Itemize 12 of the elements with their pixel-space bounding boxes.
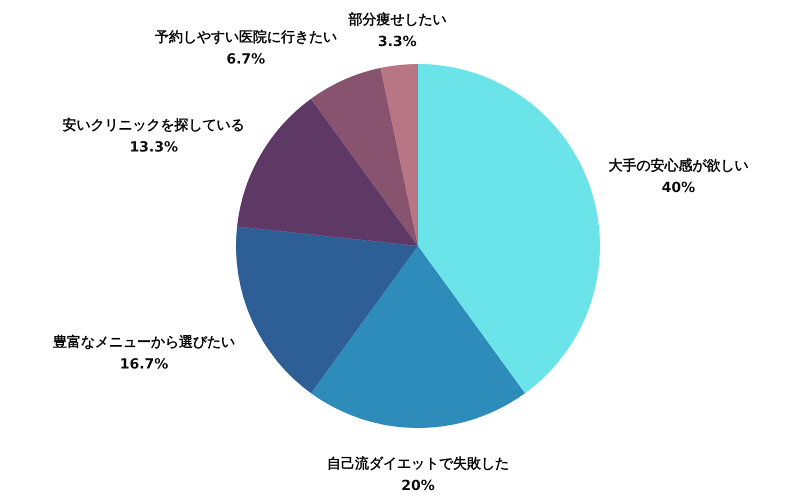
- slice-label: 安いクリニックを探している: [62, 116, 245, 134]
- slice-label: 豊富なメニューから選びたい: [52, 333, 236, 350]
- data-label: 20%: [401, 478, 435, 494]
- slice-label: 自己流ダイエットで失敗した: [327, 455, 509, 472]
- slice-label: 部分痩せしたい: [347, 11, 446, 28]
- data-label: 6.7%: [226, 51, 266, 68]
- data-label: 16.7%: [120, 356, 168, 372]
- slice-label: 大手の安心感が欲しい: [608, 157, 748, 174]
- data-label: 13.3%: [129, 139, 178, 156]
- data-label: 3.3%: [378, 34, 417, 50]
- slice-label: 予約しやすい医院に行きたい: [154, 28, 337, 46]
- data-label: 40%: [662, 180, 696, 196]
